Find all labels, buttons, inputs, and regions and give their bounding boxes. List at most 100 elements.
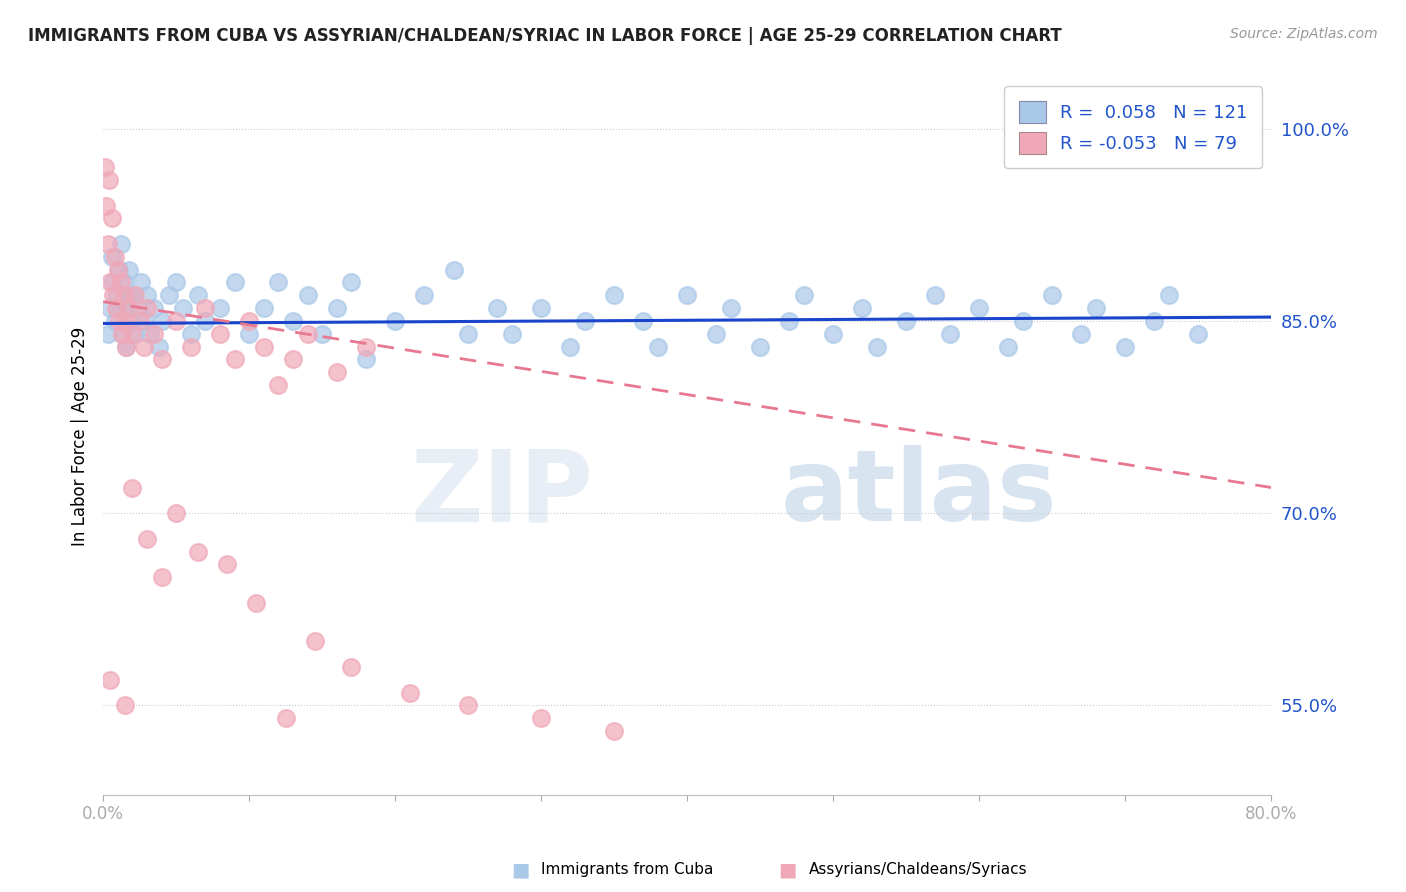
Point bbox=[96, 237, 118, 252]
Point bbox=[121, 481, 143, 495]
Point bbox=[101, 250, 124, 264]
Point bbox=[117, 288, 139, 302]
Point bbox=[98, 173, 121, 187]
Point bbox=[224, 352, 246, 367]
Point bbox=[127, 301, 149, 315]
Point bbox=[118, 301, 141, 315]
Point bbox=[143, 301, 166, 315]
Point bbox=[1143, 314, 1166, 328]
Point bbox=[997, 340, 1019, 354]
Point bbox=[354, 340, 377, 354]
Point bbox=[398, 685, 420, 699]
Point bbox=[603, 288, 626, 302]
Point bbox=[1012, 314, 1035, 328]
Text: IMMIGRANTS FROM CUBA VS ASSYRIAN/CHALDEAN/SYRIAC IN LABOR FORCE | AGE 25-29 CORR: IMMIGRANTS FROM CUBA VS ASSYRIAN/CHALDEA… bbox=[28, 27, 1062, 45]
Point bbox=[103, 276, 125, 290]
Point bbox=[413, 288, 436, 302]
Point bbox=[136, 288, 159, 302]
Point bbox=[115, 340, 138, 354]
Point bbox=[128, 314, 150, 328]
Point bbox=[238, 326, 260, 341]
Point bbox=[172, 301, 194, 315]
Text: ZIP: ZIP bbox=[411, 445, 593, 542]
Point bbox=[103, 288, 125, 302]
Point bbox=[121, 288, 143, 302]
Point bbox=[104, 250, 127, 264]
Text: atlas: atlas bbox=[780, 445, 1057, 542]
Text: Immigrants from Cuba: Immigrants from Cuba bbox=[541, 863, 714, 877]
Point bbox=[180, 340, 202, 354]
Point bbox=[180, 326, 202, 341]
Point bbox=[108, 314, 131, 328]
Point bbox=[823, 326, 845, 341]
Point bbox=[96, 326, 118, 341]
Point bbox=[894, 314, 917, 328]
Point bbox=[105, 301, 128, 315]
Point bbox=[851, 301, 873, 315]
Point bbox=[297, 288, 319, 302]
Point bbox=[217, 558, 239, 572]
Point bbox=[304, 634, 326, 648]
Point bbox=[112, 288, 135, 302]
Point bbox=[297, 326, 319, 341]
Point bbox=[560, 340, 582, 354]
Point bbox=[187, 288, 209, 302]
Point bbox=[112, 276, 135, 290]
Point bbox=[148, 340, 170, 354]
Point bbox=[187, 544, 209, 558]
Point bbox=[530, 301, 553, 315]
Point bbox=[501, 326, 523, 341]
Point bbox=[120, 314, 142, 328]
Point bbox=[443, 262, 465, 277]
Point bbox=[720, 301, 742, 315]
Point bbox=[486, 301, 509, 315]
Point bbox=[603, 723, 626, 738]
Point bbox=[124, 288, 146, 302]
Point bbox=[633, 314, 655, 328]
Legend: R =  0.058   N = 121, R = -0.053   N = 79: R = 0.058 N = 121, R = -0.053 N = 79 bbox=[1004, 87, 1263, 169]
Point bbox=[108, 262, 131, 277]
Point bbox=[132, 314, 155, 328]
Point bbox=[281, 352, 304, 367]
Point bbox=[165, 506, 187, 520]
Point bbox=[245, 596, 267, 610]
Point bbox=[967, 301, 990, 315]
Point bbox=[124, 326, 146, 341]
Point bbox=[115, 340, 138, 354]
Point bbox=[1114, 340, 1136, 354]
Point bbox=[267, 378, 290, 392]
Point bbox=[110, 276, 132, 290]
Point bbox=[384, 314, 406, 328]
Point bbox=[778, 314, 800, 328]
Point bbox=[93, 160, 115, 174]
Point bbox=[165, 314, 187, 328]
Point bbox=[793, 288, 815, 302]
Point bbox=[1070, 326, 1092, 341]
Point bbox=[107, 301, 129, 315]
Point bbox=[208, 301, 231, 315]
Y-axis label: In Labor Force | Age 25-29: In Labor Force | Age 25-29 bbox=[72, 326, 89, 546]
Point bbox=[114, 301, 136, 315]
Text: ■: ■ bbox=[510, 860, 530, 880]
Point bbox=[340, 660, 363, 674]
Point bbox=[129, 276, 152, 290]
Point bbox=[1187, 326, 1209, 341]
Point bbox=[136, 301, 159, 315]
Point bbox=[104, 314, 127, 328]
Point bbox=[132, 340, 155, 354]
Point bbox=[110, 237, 132, 252]
Point bbox=[165, 276, 187, 290]
Point bbox=[139, 326, 162, 341]
Point bbox=[150, 352, 173, 367]
Text: Assyrians/Chaldeans/Syriacs: Assyrians/Chaldeans/Syriacs bbox=[808, 863, 1026, 877]
Point bbox=[939, 326, 962, 341]
Point bbox=[574, 314, 596, 328]
Point bbox=[253, 340, 276, 354]
Point bbox=[924, 288, 946, 302]
Point bbox=[267, 276, 290, 290]
Point bbox=[354, 352, 377, 367]
Point bbox=[136, 532, 159, 546]
Point bbox=[150, 570, 173, 584]
Point bbox=[457, 326, 479, 341]
Point bbox=[143, 326, 166, 341]
